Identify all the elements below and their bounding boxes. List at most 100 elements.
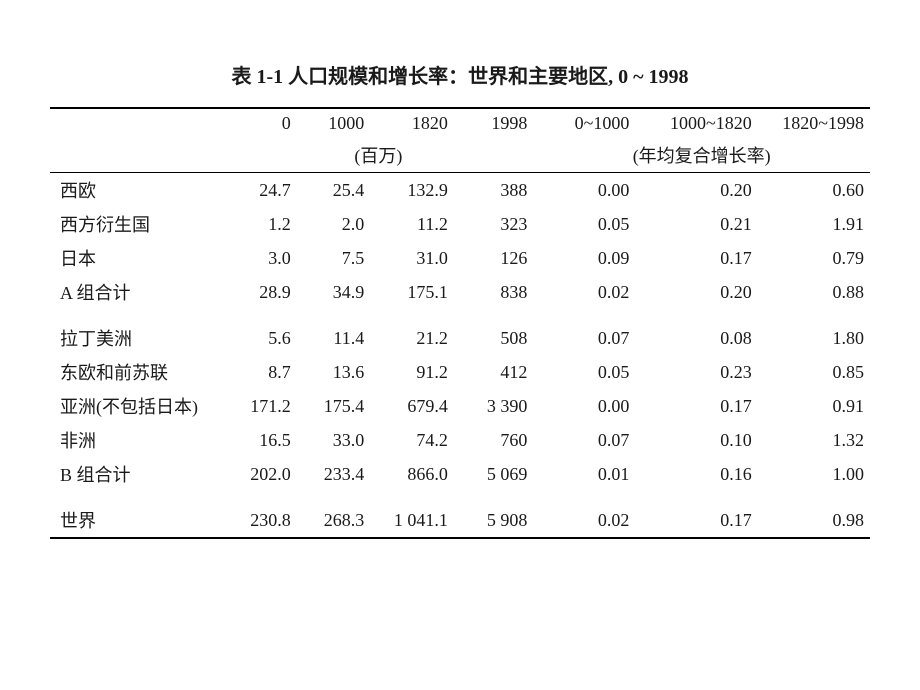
cell: 175.4 xyxy=(297,389,370,423)
table-row: 日本3.07.531.01260.090.170.79 xyxy=(50,241,870,275)
cell: 202.0 xyxy=(223,457,296,491)
cell: 0.20 xyxy=(635,173,757,208)
col-range-1: 1000~1820 xyxy=(635,108,757,138)
cell: 0.00 xyxy=(533,389,635,423)
cell: 0.21 xyxy=(635,207,757,241)
cell: 132.9 xyxy=(370,173,454,208)
cell: 171.2 xyxy=(223,389,296,423)
cell: 388 xyxy=(454,173,534,208)
cell: 0.02 xyxy=(533,275,635,309)
row-label: 日本 xyxy=(50,241,223,275)
cell: 25.4 xyxy=(297,173,370,208)
cell: 0.02 xyxy=(533,491,635,538)
cell: 3 390 xyxy=(454,389,534,423)
cell: 175.1 xyxy=(370,275,454,309)
cell: 412 xyxy=(454,355,534,389)
cell: 1.91 xyxy=(758,207,870,241)
cell: 3.0 xyxy=(223,241,296,275)
cell: 31.0 xyxy=(370,241,454,275)
cell: 268.3 xyxy=(297,491,370,538)
cell: 230.8 xyxy=(223,491,296,538)
col-range-2: 1820~1998 xyxy=(758,108,870,138)
cell: 0.07 xyxy=(533,309,635,355)
table-row: 西欧24.725.4132.93880.000.200.60 xyxy=(50,173,870,208)
cell: 74.2 xyxy=(370,423,454,457)
col-year-3: 1998 xyxy=(454,108,534,138)
cell: 679.4 xyxy=(370,389,454,423)
cell: 5.6 xyxy=(223,309,296,355)
cell: 0.20 xyxy=(635,275,757,309)
cell: 16.5 xyxy=(223,423,296,457)
cell: 0.01 xyxy=(533,457,635,491)
cell: 0.05 xyxy=(533,207,635,241)
cell: 0.98 xyxy=(758,491,870,538)
table-row: 拉丁美洲5.611.421.25080.070.081.80 xyxy=(50,309,870,355)
cell: 7.5 xyxy=(297,241,370,275)
cell: 0.88 xyxy=(758,275,870,309)
cell: 126 xyxy=(454,241,534,275)
cell: 5 908 xyxy=(454,491,534,538)
row-label: A 组合计 xyxy=(50,275,223,309)
table-row: A 组合计28.934.9175.18380.020.200.88 xyxy=(50,275,870,309)
header-row-2: (百万) (年均复合增长率) xyxy=(50,138,870,173)
cell: 0.00 xyxy=(533,173,635,208)
cell: 24.7 xyxy=(223,173,296,208)
cell: 0.17 xyxy=(635,389,757,423)
table-row: 非洲16.533.074.27600.070.101.32 xyxy=(50,423,870,457)
cell: 323 xyxy=(454,207,534,241)
cell: 1.2 xyxy=(223,207,296,241)
cell: 21.2 xyxy=(370,309,454,355)
cell: 0.07 xyxy=(533,423,635,457)
cell: 0.10 xyxy=(635,423,757,457)
cell: 0.17 xyxy=(635,241,757,275)
cell: 33.0 xyxy=(297,423,370,457)
cell: 0.08 xyxy=(635,309,757,355)
cell: 13.6 xyxy=(297,355,370,389)
cell: 760 xyxy=(454,423,534,457)
table-row: 亚洲(不包括日本)171.2175.4679.43 3900.000.170.9… xyxy=(50,389,870,423)
table-title: 表 1-1 人口规模和增长率：世界和主要地区, 0 ~ 1998 xyxy=(50,60,870,89)
subhead-right: (年均复合增长率) xyxy=(533,138,870,173)
cell: 0.23 xyxy=(635,355,757,389)
cell: 0.16 xyxy=(635,457,757,491)
table-row: B 组合计202.0233.4866.05 0690.010.161.00 xyxy=(50,457,870,491)
cell: 1.80 xyxy=(758,309,870,355)
row-label: 非洲 xyxy=(50,423,223,457)
cell: 0.91 xyxy=(758,389,870,423)
cell: 508 xyxy=(454,309,534,355)
col-range-0: 0~1000 xyxy=(533,108,635,138)
cell: 233.4 xyxy=(297,457,370,491)
row-label: 西方衍生国 xyxy=(50,207,223,241)
cell: 0.60 xyxy=(758,173,870,208)
col-year-0: 0 xyxy=(223,108,296,138)
row-label: 西欧 xyxy=(50,173,223,208)
cell: 0.79 xyxy=(758,241,870,275)
cell: 5 069 xyxy=(454,457,534,491)
cell: 28.9 xyxy=(223,275,296,309)
table-row: 东欧和前苏联8.713.691.24120.050.230.85 xyxy=(50,355,870,389)
population-table: 0 1000 1820 1998 0~1000 1000~1820 1820~1… xyxy=(50,107,870,539)
cell: 11.4 xyxy=(297,309,370,355)
row-label: 东欧和前苏联 xyxy=(50,355,223,389)
table-row: 西方衍生国1.22.011.23230.050.211.91 xyxy=(50,207,870,241)
cell: 838 xyxy=(454,275,534,309)
row-label: 拉丁美洲 xyxy=(50,309,223,355)
row-label: 世界 xyxy=(50,491,223,538)
col-year-1: 1000 xyxy=(297,108,370,138)
row-label: 亚洲(不包括日本) xyxy=(50,389,223,423)
cell: 0.05 xyxy=(533,355,635,389)
cell: 8.7 xyxy=(223,355,296,389)
col-year-2: 1820 xyxy=(370,108,454,138)
cell: 34.9 xyxy=(297,275,370,309)
cell: 1 041.1 xyxy=(370,491,454,538)
cell: 866.0 xyxy=(370,457,454,491)
cell: 91.2 xyxy=(370,355,454,389)
row-label: B 组合计 xyxy=(50,457,223,491)
header-row-1: 0 1000 1820 1998 0~1000 1000~1820 1820~1… xyxy=(50,108,870,138)
subhead-left: (百万) xyxy=(223,138,533,173)
cell: 2.0 xyxy=(297,207,370,241)
cell: 0.85 xyxy=(758,355,870,389)
cell: 0.09 xyxy=(533,241,635,275)
cell: 1.00 xyxy=(758,457,870,491)
cell: 0.17 xyxy=(635,491,757,538)
